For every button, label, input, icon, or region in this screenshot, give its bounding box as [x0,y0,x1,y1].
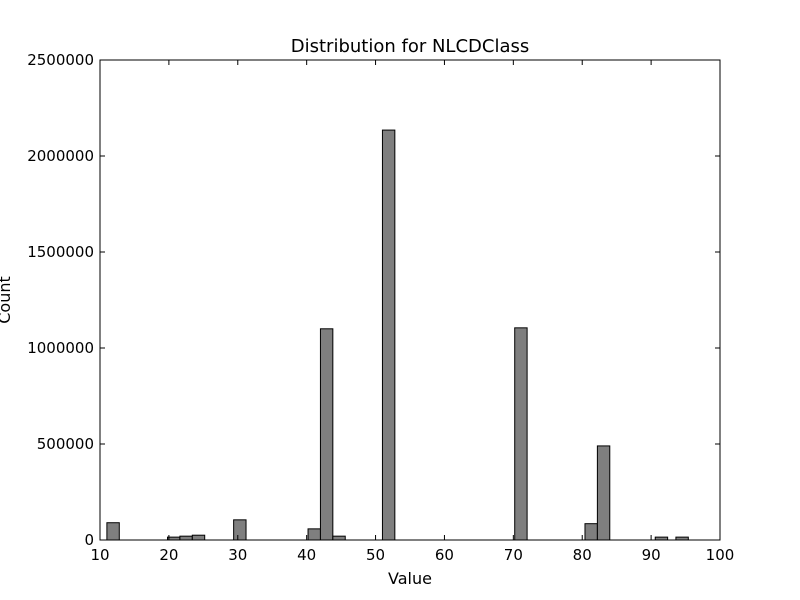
y-tick-label: 1500000 [27,243,94,261]
histogram-bar [332,535,346,541]
x-tick-label: 20 [159,546,178,564]
histogram-bar [233,519,247,541]
bars-group [106,129,689,541]
histogram-bar [584,523,598,541]
histogram-bar [307,528,321,541]
x-tick-label: 100 [706,546,735,564]
x-axis-label: Value [388,569,432,588]
histogram-bar [191,534,206,541]
histogram-bar [106,522,120,541]
y-tick-label: 500000 [37,435,94,453]
x-axis-ticks: 10 20 30 40 50 60 70 80 90 100 [90,60,734,564]
y-tick-label: 2000000 [27,147,94,165]
x-tick-label: 90 [642,546,661,564]
x-tick-label: 30 [228,546,247,564]
y-tick-label: 1000000 [27,339,94,357]
histogram-bar [514,327,528,541]
plot-area-frame [99,59,721,541]
y-axis-ticks: 0 500000 1000000 1500000 2000000 2500000 [27,51,720,549]
x-tick-label: 80 [573,546,592,564]
x-tick-label: 40 [297,546,316,564]
y-axis-label: Count [0,276,14,324]
histogram-bar [319,328,334,541]
x-tick-label: 50 [366,546,385,564]
histogram-bar [179,535,193,541]
histogram-bar [596,445,611,541]
x-tick-label: 60 [435,546,454,564]
x-tick-label: 70 [504,546,523,564]
y-tick-label: 0 [84,531,94,549]
x-tick-label: 10 [90,546,109,564]
y-tick-label: 2500000 [27,51,94,69]
chart-title: Distribution for NLCDClass [291,36,529,57]
histogram-bar [381,129,396,541]
